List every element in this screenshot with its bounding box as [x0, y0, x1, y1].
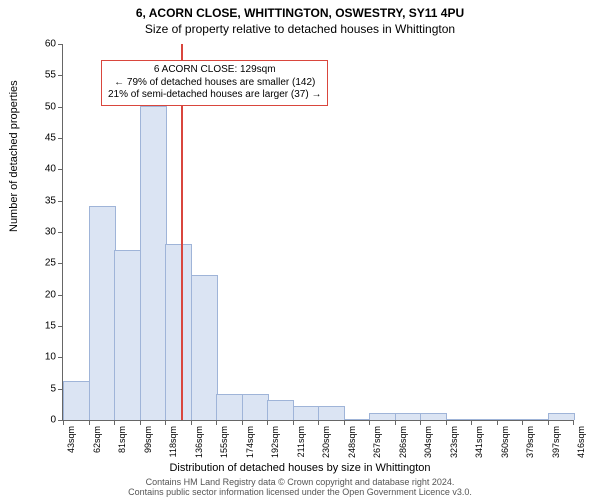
chart-footer: Contains HM Land Registry data © Crown c… [0, 478, 600, 498]
x-tick-mark [446, 420, 447, 425]
x-tick-label: 230sqm [321, 426, 331, 458]
x-tick-mark [140, 420, 141, 425]
histogram-bar [471, 419, 498, 420]
annotation-line: 21% of semi-detached houses are larger (… [108, 89, 321, 102]
y-tick-mark [58, 44, 63, 45]
x-tick-mark [369, 420, 370, 425]
x-tick-label: 136sqm [194, 426, 204, 458]
histogram-bar [114, 250, 141, 420]
chart-title-line1: 6, ACORN CLOSE, WHITTINGTON, OSWESTRY, S… [0, 0, 600, 20]
y-tick-mark [58, 326, 63, 327]
histogram-bar [344, 419, 371, 420]
x-tick-mark [114, 420, 115, 425]
x-tick-mark [395, 420, 396, 425]
y-tick-mark [58, 201, 63, 202]
x-tick-label: 174sqm [245, 426, 255, 458]
x-tick-label: 211sqm [296, 426, 306, 457]
histogram-bar [242, 394, 269, 420]
annotation-line: ← 79% of detached houses are smaller (14… [108, 77, 321, 90]
x-tick-mark [89, 420, 90, 425]
y-tick-label: 15 [0, 321, 56, 332]
histogram-bar [216, 394, 243, 420]
y-tick-label: 10 [0, 352, 56, 363]
histogram-bar [395, 413, 422, 420]
y-tick-label: 55 [0, 70, 56, 81]
x-tick-label: 267sqm [372, 426, 382, 458]
x-tick-label: 248sqm [347, 426, 357, 458]
y-tick-label: 45 [0, 133, 56, 144]
histogram-bar [318, 406, 345, 420]
histogram-bar [420, 413, 447, 420]
x-tick-mark [216, 420, 217, 425]
histogram-bar [369, 413, 396, 420]
y-tick-mark [58, 357, 63, 358]
y-tick-mark [58, 169, 63, 170]
x-tick-label: 341sqm [474, 426, 484, 458]
y-tick-mark [58, 389, 63, 390]
x-tick-label: 379sqm [525, 426, 535, 458]
x-tick-label: 397sqm [551, 426, 561, 458]
footer-line2: Contains public sector information licen… [128, 487, 472, 497]
x-tick-label: 323sqm [449, 426, 459, 458]
histogram-bar [497, 419, 524, 420]
histogram-bar [140, 106, 167, 420]
marker-annotation: 6 ACORN CLOSE: 129sqm← 79% of detached h… [101, 60, 328, 106]
histogram-bar [165, 244, 192, 420]
x-tick-mark [522, 420, 523, 425]
x-tick-mark [165, 420, 166, 425]
y-tick-label: 0 [0, 415, 56, 426]
x-tick-label: 99sqm [143, 426, 153, 453]
y-tick-label: 5 [0, 383, 56, 394]
x-tick-mark [573, 420, 574, 425]
histogram-bar [63, 381, 90, 420]
x-tick-mark [318, 420, 319, 425]
histogram-bar [293, 406, 320, 420]
histogram-bar [191, 275, 218, 420]
x-tick-label: 360sqm [500, 426, 510, 458]
x-tick-mark [471, 420, 472, 425]
x-tick-mark [420, 420, 421, 425]
histogram-bar [548, 413, 575, 420]
y-tick-mark [58, 138, 63, 139]
y-tick-label: 40 [0, 164, 56, 175]
y-tick-label: 30 [0, 227, 56, 238]
x-tick-label: 81sqm [117, 426, 127, 453]
histogram-bar [89, 206, 116, 420]
x-tick-label: 43sqm [66, 426, 76, 453]
y-tick-mark [58, 75, 63, 76]
y-tick-label: 35 [0, 195, 56, 206]
annotation-line: 6 ACORN CLOSE: 129sqm [108, 64, 321, 77]
x-tick-mark [548, 420, 549, 425]
y-tick-label: 20 [0, 289, 56, 300]
x-tick-label: 416sqm [576, 426, 586, 458]
x-tick-label: 118sqm [168, 426, 178, 457]
histogram-bar [267, 400, 294, 420]
y-tick-mark [58, 232, 63, 233]
histogram-bar [446, 419, 473, 420]
y-tick-label: 50 [0, 101, 56, 112]
x-tick-label: 155sqm [219, 426, 229, 458]
x-axis-label: Distribution of detached houses by size … [0, 462, 600, 474]
x-tick-mark [242, 420, 243, 425]
plot-area: 43sqm62sqm81sqm99sqm118sqm136sqm155sqm17… [62, 44, 573, 421]
x-tick-mark [497, 420, 498, 425]
chart-title-line2: Size of property relative to detached ho… [0, 20, 600, 36]
histogram-bar [522, 419, 549, 420]
x-tick-label: 62sqm [92, 426, 102, 453]
x-tick-mark [63, 420, 64, 425]
x-tick-label: 304sqm [423, 426, 433, 458]
x-tick-mark [344, 420, 345, 425]
x-tick-mark [267, 420, 268, 425]
x-tick-mark [293, 420, 294, 425]
x-tick-label: 192sqm [270, 426, 280, 458]
y-tick-label: 60 [0, 39, 56, 50]
footer-line1: Contains HM Land Registry data © Crown c… [146, 477, 455, 487]
x-tick-mark [191, 420, 192, 425]
y-tick-mark [58, 295, 63, 296]
y-tick-mark [58, 263, 63, 264]
plot-region: 43sqm62sqm81sqm99sqm118sqm136sqm155sqm17… [62, 44, 572, 420]
y-tick-label: 25 [0, 258, 56, 269]
x-tick-label: 286sqm [398, 426, 408, 458]
y-tick-mark [58, 107, 63, 108]
